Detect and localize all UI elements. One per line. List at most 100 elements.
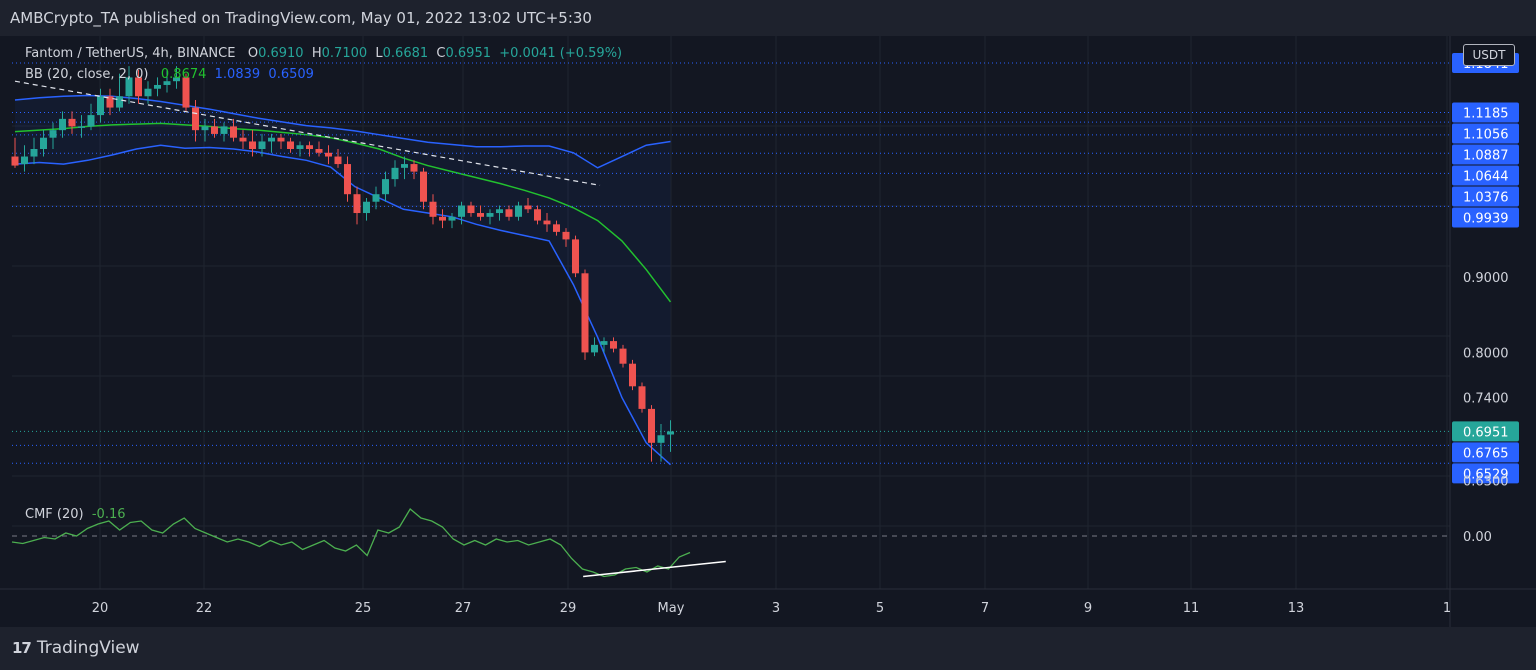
cmf-label: CMF (20)	[25, 507, 84, 522]
x-tick-label: 5	[876, 601, 884, 616]
candle-body	[173, 77, 180, 82]
price-level-label: 0.6951	[1463, 425, 1509, 440]
tradingview-logo[interactable]: 17 TradingView	[12, 638, 140, 658]
price-level-label: 0.6529	[1463, 467, 1509, 482]
footer: 17 TradingView	[0, 627, 1536, 670]
candle-body	[30, 149, 38, 157]
candle-body	[163, 81, 171, 85]
open-label: O	[247, 46, 259, 61]
bb-basis-line	[14, 122, 672, 303]
candle-body	[448, 216, 456, 221]
y-tick-label: 0.7400	[1463, 392, 1509, 407]
candle-body	[515, 205, 522, 217]
candle-body	[524, 205, 532, 210]
candle-body	[11, 156, 19, 166]
candle-body	[268, 137, 275, 142]
bollinger-band-fill	[15, 95, 671, 465]
candle-body	[496, 209, 503, 214]
x-tick-label: 22	[196, 601, 213, 616]
x-tick-label: May	[658, 601, 685, 616]
low-label: L	[375, 46, 383, 61]
price-level-label: 0.9939	[1463, 211, 1509, 226]
trendlines	[14, 80, 601, 186]
publisher-line: AMBCrypto_TA published on TradingView.co…	[10, 9, 592, 27]
candle-body	[144, 88, 152, 97]
dashed-trendline	[14, 80, 601, 186]
candle-body	[543, 220, 551, 225]
candle-body	[258, 141, 266, 149]
cmf-value: -0.16	[91, 507, 126, 522]
price-level-label: 1.0887	[1463, 148, 1509, 163]
cmf-y-tick-label: 0.00	[1463, 530, 1492, 545]
candle-body	[97, 96, 104, 116]
candle-body	[401, 164, 408, 168]
candle-body	[657, 435, 665, 443]
candle-body	[182, 77, 190, 108]
candle-body	[600, 341, 608, 345]
time-axis[interactable]: 20 22 25 27 29 May 3 5 7 9 11 13 1	[92, 601, 1451, 616]
x-tick-label: 25	[355, 601, 372, 616]
candle-body	[201, 126, 209, 131]
candle-body	[277, 137, 285, 142]
candle-body	[429, 201, 437, 217]
x-tick-label: 13	[1288, 601, 1305, 616]
candle-body	[458, 205, 465, 217]
cmf-legend: CMF (20) -0.16	[25, 507, 126, 522]
y-tick-label: 0.9000	[1463, 271, 1509, 286]
price-level-label: 0.6765	[1463, 446, 1509, 461]
candle-body	[211, 126, 218, 134]
candle-body	[21, 156, 28, 165]
candle-body	[562, 231, 570, 240]
candle-body	[325, 152, 332, 157]
price-axis[interactable]: 1.18411.11851.10561.08871.06441.03760.99…	[1452, 53, 1519, 545]
price-level-tag	[1452, 102, 1519, 123]
grid	[0, 36, 1536, 627]
candle-body	[353, 194, 361, 214]
price-chart[interactable]: 1.18411.11851.10561.08871.06441.03760.99…	[0, 36, 1536, 627]
price-level-tag	[1452, 421, 1519, 442]
candle-body	[220, 126, 228, 134]
currency-button[interactable]: USDT	[1463, 44, 1515, 66]
cmf-line	[11, 508, 691, 578]
candle-body	[192, 107, 199, 131]
candle-body	[629, 363, 636, 387]
bb-upper-line	[14, 94, 671, 169]
candle-body	[553, 224, 560, 232]
brand-name: TradingView	[36, 638, 140, 658]
candlestick-series[interactable]	[11, 66, 675, 462]
candle-body	[581, 273, 589, 353]
x-tick-label: 3	[772, 601, 780, 616]
candle-body	[439, 216, 446, 221]
candle-body	[78, 126, 85, 128]
bb-lower-line	[14, 144, 672, 466]
candle-body	[249, 141, 256, 149]
symbol-legend: Fantom / TetherUS, 4h, BINANCE O0.6910 H…	[25, 46, 622, 61]
price-level-tag	[1452, 165, 1519, 186]
candle-body	[477, 213, 484, 217]
candle-body	[315, 149, 323, 153]
candle-body	[648, 408, 655, 443]
tradingview-mark-icon: 17	[12, 639, 32, 657]
candle-body	[154, 84, 161, 89]
bollinger-band-lines	[14, 94, 672, 466]
candle-body	[486, 213, 494, 217]
price-level-tag	[1452, 123, 1519, 144]
candle-body	[363, 201, 370, 214]
high-label: H	[311, 46, 322, 61]
candle-body	[59, 118, 66, 131]
x-tick-label: 1	[1443, 601, 1451, 616]
candle-body	[667, 431, 674, 435]
candle-body	[306, 145, 313, 149]
bb-lower-value: 0.6509	[268, 67, 314, 82]
candle-body	[135, 77, 142, 97]
candle-body	[372, 194, 380, 202]
x-tick-label: 29	[560, 601, 577, 616]
candle-body	[467, 205, 475, 214]
cmf-panel[interactable]	[11, 508, 1450, 578]
close-value: 0.6951	[445, 46, 492, 61]
candle-body	[391, 167, 399, 180]
price-level-tag	[1452, 207, 1519, 228]
bb-basis-value: 0.8674	[160, 67, 207, 82]
y-tick-label: 0.8000	[1463, 346, 1509, 361]
change-value: +0.0041 (+0.59%)	[499, 46, 623, 61]
